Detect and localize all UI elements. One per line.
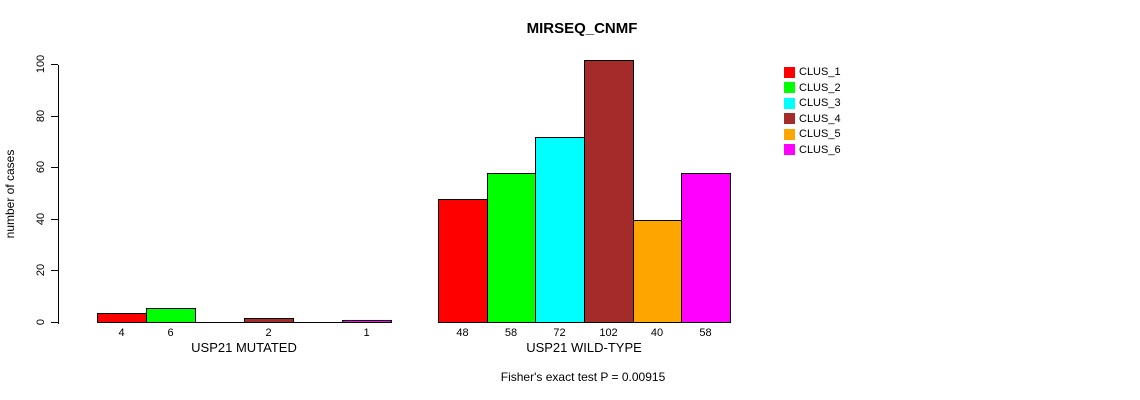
legend-swatch-clus_6 [784,144,795,155]
y-axis-tick-label: 40 [35,212,47,226]
y-axis-tick [51,167,58,168]
bar-value-label: 48 [456,327,469,339]
fisher-test-annotation: Fisher's exact test P = 0.00915 [500,370,666,384]
bar-clus_5-group2 [633,220,682,323]
legend-item-clus_5: CLUS_5 [784,128,841,140]
bar-clus_4-group2 [584,60,634,323]
bar-clus_6-group2 [681,173,731,323]
bar-clus_4-group1 [244,318,294,323]
bar-value-label: 72 [553,327,566,339]
bar-value-label: 58 [504,327,518,339]
legend-label: CLUS_4 [799,112,841,125]
y-axis-tick-label: 100 [35,54,47,74]
bar-clus_2-group2 [487,173,536,323]
y-axis-line [58,65,59,324]
y-axis-tick-label: 20 [35,263,47,277]
legend-item-clus_4: CLUS_4 [784,113,841,125]
bar-clus_3-group2 [535,137,585,323]
chart-title: MIRSEQ_CNMF [526,20,638,37]
legend-swatch-clus_2 [784,82,795,93]
bar-clus_1-group1 [97,313,147,323]
legend-label: CLUS_5 [799,128,841,140]
bar-value-label: 102 [599,327,618,339]
bar-value-label: 1 [363,327,370,339]
legend-swatch-clus_5 [784,128,795,140]
legend-swatch-clus_4 [784,113,795,124]
legend-label: CLUS_6 [799,143,841,156]
bar-clus_2-group1 [146,308,196,323]
bar-clus_1-group2 [438,199,488,323]
legend-label: CLUS_2 [799,81,841,94]
y-axis-tick [51,116,58,117]
legend-item-clus_1: CLUS_1 [784,66,841,78]
legend-swatch-clus_1 [784,66,795,78]
y-axis-tick-label: 80 [35,109,47,123]
legend-item-clus_3: CLUS_3 [784,97,841,109]
group-label-mutated: USP21 MUTATED [191,340,297,355]
bar-clus_6-group1 [342,320,392,323]
legend-label: CLUS_3 [799,97,841,109]
bar-value-label: 4 [118,327,125,339]
bar-value-label: 2 [265,327,272,339]
legend-swatch-clus_3 [784,97,795,109]
y-axis-tick [51,219,58,220]
y-axis-tick [51,322,58,323]
legend-item-clus_6: CLUS_6 [784,144,841,156]
group-label-wildtype: USP21 WILD-TYPE [526,340,642,355]
y-axis-label: number of cases [3,149,17,239]
bar-value-label: 6 [167,327,174,339]
y-axis-tick [51,64,58,65]
legend-label: CLUS_1 [799,66,841,78]
legend-item-clus_2: CLUS_2 [784,82,841,94]
y-axis-tick-label: 0 [35,318,47,326]
bar-value-label: 40 [650,327,664,339]
y-axis-tick [51,270,58,271]
y-axis-tick-label: 60 [35,160,47,174]
bar-value-label: 58 [699,327,712,339]
